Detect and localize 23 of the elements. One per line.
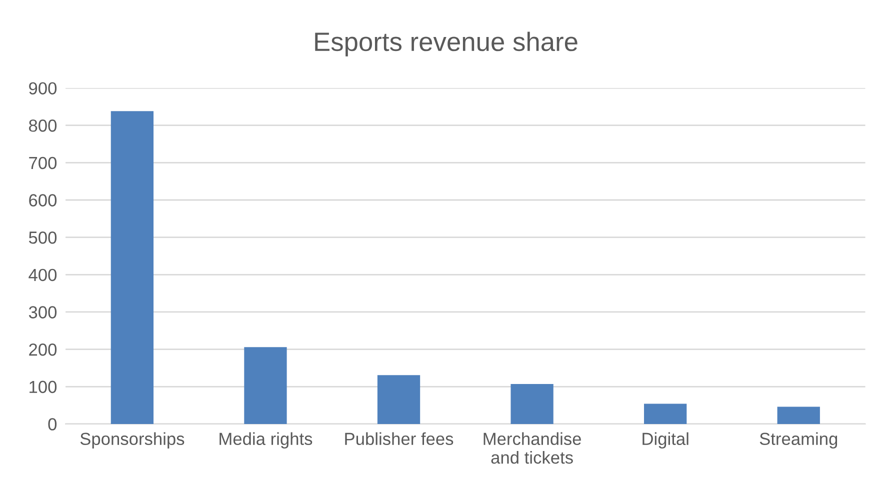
x-tick-label: Streaming: [760, 432, 838, 448]
x-tick-label: Digital: [642, 432, 688, 448]
x-tick-label: Media rights: [220, 432, 312, 448]
y-tick-label: 500: [28, 231, 57, 244]
y-tick-label: 300: [28, 306, 57, 318]
x-tick-label: Sponsorships: [80, 432, 184, 448]
bar: [644, 404, 687, 424]
y-tick-label: 600: [29, 194, 57, 206]
y-tick-label: 700: [29, 156, 57, 170]
y-tick-label: 400: [28, 268, 57, 282]
bar: [244, 347, 287, 424]
y-tick-label: 900: [29, 82, 57, 94]
bar: [510, 384, 554, 424]
y-tick-label: 200: [29, 343, 57, 356]
bar: [110, 111, 154, 424]
chart-title: Esports revenue share: [315, 32, 578, 56]
x-tick-label: Merchandise and tickets: [484, 432, 581, 464]
y-tick-label: 0: [48, 418, 57, 430]
bar: [777, 406, 820, 424]
x-tick-label: Publisher fees: [345, 432, 454, 446]
bar: [377, 375, 420, 424]
y-tick-label: 100: [30, 380, 57, 394]
y-tick-label: 800: [29, 120, 57, 132]
